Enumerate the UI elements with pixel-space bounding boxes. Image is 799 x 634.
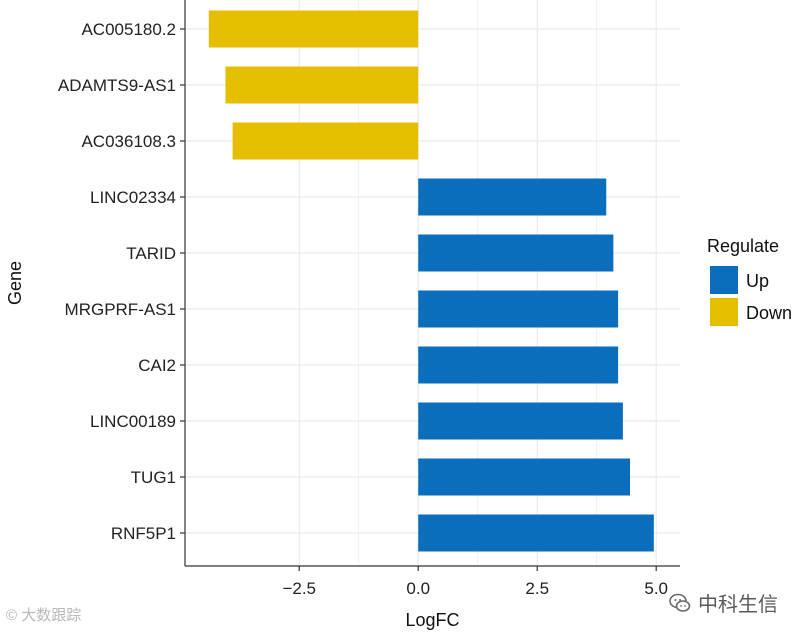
- bar-ADAMTS9-AS1: [225, 66, 419, 104]
- y-tick-label: TUG1: [131, 468, 176, 487]
- bar-CAI2: [418, 346, 619, 384]
- bars: [208, 10, 654, 552]
- legend-label-down: Down: [746, 303, 792, 323]
- x-axis-title: LogFC: [405, 610, 459, 630]
- axes: AC005180.2 ADAMTS9-AS1 AC036108.3 LINC02334…: [58, 0, 680, 598]
- y-tick-label: LINC00189: [90, 412, 176, 431]
- bar-MRGPRF-AS1: [418, 290, 619, 328]
- y-tick-label: RNF5P1: [111, 524, 176, 543]
- legend-swatch-up: [710, 266, 738, 294]
- watermark-left: © 大数跟踪: [6, 607, 82, 624]
- y-tick-label: ADAMTS9-AS1: [58, 76, 176, 95]
- legend: Regulate Up Down: [707, 236, 792, 326]
- bar-RNF5P1: [418, 514, 654, 552]
- y-tick-label: AC005180.2: [81, 20, 176, 39]
- legend-label-up: Up: [746, 271, 769, 291]
- watermark-right-text: 中科生信: [698, 594, 778, 616]
- bar-AC005180.2: [208, 10, 419, 48]
- y-axis-title: Gene: [5, 261, 25, 305]
- bar-TUG1: [418, 458, 631, 496]
- y-tick-label: CAI2: [138, 356, 176, 375]
- bar-TARID: [418, 234, 614, 272]
- y-tick-label: TARID: [126, 244, 176, 263]
- wechat-icon: [669, 593, 691, 612]
- legend-swatch-down: [710, 298, 738, 326]
- y-tick-label: AC036108.3: [81, 132, 176, 151]
- x-tick-label: 5.0: [644, 579, 668, 598]
- bar-AC036108.3: [232, 122, 419, 160]
- x-tick-label: 0.0: [406, 579, 430, 598]
- x-tick-label: −2.5: [282, 579, 316, 598]
- legend-title: Regulate: [707, 236, 779, 256]
- watermark-right: 中科生信: [668, 588, 778, 617]
- y-tick-label: MRGPRF-AS1: [65, 300, 176, 319]
- x-tick-label: 2.5: [525, 579, 549, 598]
- y-tick-label: LINC02334: [90, 188, 176, 207]
- bar-LINC00189: [418, 402, 623, 440]
- bar-LINC02334: [418, 178, 607, 216]
